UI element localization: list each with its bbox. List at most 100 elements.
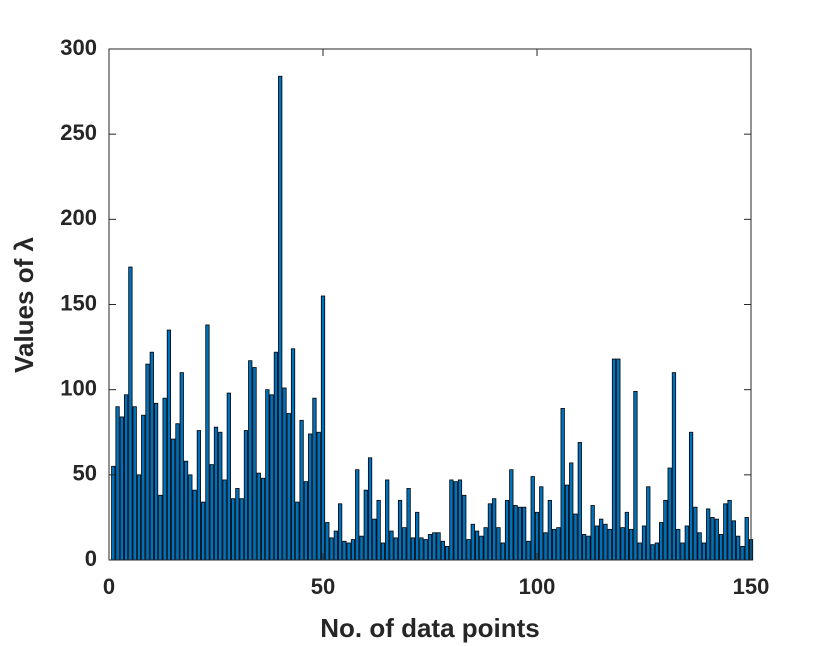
bar	[466, 539, 471, 561]
bar	[320, 295, 326, 561]
x-tick-label: 0	[103, 574, 115, 599]
bar	[325, 522, 330, 561]
x-tick-label: 50	[311, 574, 335, 599]
bar	[376, 499, 381, 561]
bar	[483, 527, 488, 561]
bar	[329, 537, 334, 561]
bar	[397, 499, 403, 561]
bar	[141, 414, 146, 561]
bar	[367, 457, 373, 561]
bar	[543, 532, 548, 561]
y-tick-label: 250	[60, 120, 97, 145]
bar	[556, 527, 561, 561]
bar	[676, 528, 681, 561]
bar	[299, 419, 304, 561]
bar	[278, 75, 283, 561]
bar	[372, 518, 377, 561]
bar	[474, 530, 480, 561]
bar	[509, 469, 514, 561]
bar	[402, 527, 407, 561]
bar	[145, 363, 150, 561]
bar	[650, 544, 655, 561]
bar	[256, 472, 261, 561]
bar	[590, 505, 595, 561]
bar	[569, 462, 574, 561]
bar	[530, 476, 535, 561]
bar	[479, 535, 484, 561]
bar	[423, 539, 428, 561]
bar	[620, 527, 625, 561]
bar	[697, 532, 702, 561]
bar	[201, 501, 206, 561]
bar	[153, 402, 159, 561]
bar	[119, 416, 124, 561]
bar	[346, 542, 351, 561]
bar	[564, 484, 570, 561]
bar	[534, 511, 540, 561]
bar	[308, 433, 313, 561]
bar	[470, 523, 475, 561]
bar	[338, 503, 343, 561]
bar	[239, 498, 244, 561]
bar	[740, 545, 745, 561]
bar	[282, 387, 287, 561]
bar	[663, 499, 668, 561]
bar	[179, 372, 184, 561]
bar	[637, 542, 642, 561]
bar	[701, 542, 707, 561]
bar	[522, 506, 527, 561]
bar	[312, 397, 317, 561]
bar	[560, 408, 565, 561]
bar	[723, 503, 728, 561]
bar	[496, 527, 501, 561]
bar	[453, 481, 458, 561]
bar	[132, 406, 137, 561]
bar	[286, 413, 291, 561]
bar	[607, 528, 612, 561]
bar	[205, 324, 210, 561]
bar	[415, 511, 420, 561]
bar	[213, 426, 219, 561]
bar	[410, 537, 415, 561]
bar	[714, 518, 719, 561]
bar	[599, 518, 604, 561]
bar	[706, 508, 711, 561]
bar	[231, 498, 236, 561]
bar	[693, 506, 698, 561]
bar	[445, 545, 450, 561]
bar	[269, 394, 274, 561]
bar	[158, 494, 163, 561]
bar	[573, 513, 578, 561]
bar	[594, 525, 600, 561]
bar	[226, 392, 231, 561]
bar	[688, 431, 694, 561]
bar	[552, 528, 557, 561]
bar	[462, 494, 467, 561]
bar	[731, 520, 736, 561]
bar	[350, 539, 356, 561]
bar	[449, 479, 454, 561]
bar	[440, 540, 445, 561]
bar	[718, 534, 724, 561]
bar	[517, 506, 522, 561]
bar	[427, 534, 433, 561]
bar	[333, 530, 338, 561]
bar	[363, 489, 368, 561]
bar	[671, 372, 677, 561]
bar	[513, 505, 518, 561]
bar	[183, 460, 189, 561]
bar	[265, 389, 270, 561]
bar	[385, 479, 390, 561]
bar	[136, 474, 142, 561]
bar	[303, 481, 308, 561]
bar	[243, 430, 249, 561]
bar	[209, 464, 214, 561]
bar	[710, 517, 715, 561]
bar	[432, 532, 437, 561]
axes-box	[108, 48, 752, 561]
bar	[744, 517, 749, 561]
bar	[196, 430, 201, 561]
bar	[654, 542, 659, 561]
bar	[457, 479, 463, 561]
